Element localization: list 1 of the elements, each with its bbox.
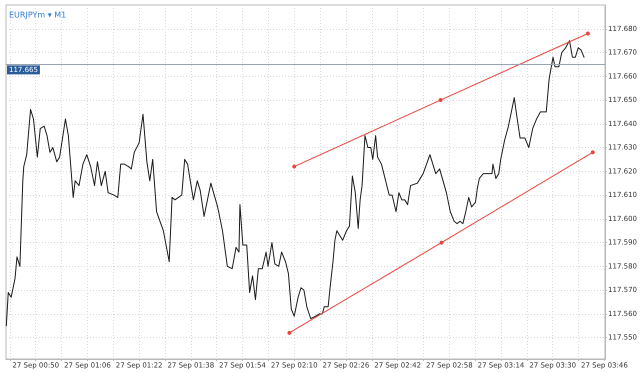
- text: EURJPYm ▾ M1: [9, 10, 66, 20]
